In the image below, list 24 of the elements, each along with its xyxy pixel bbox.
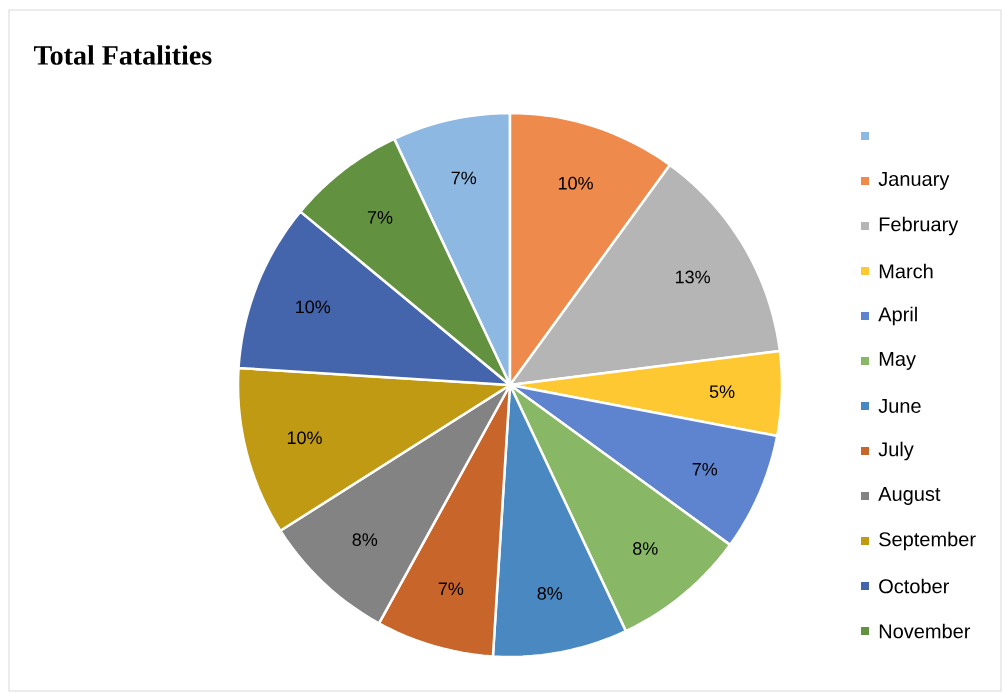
data-label: 10% [296, 300, 331, 314]
legend-label: March [879, 263, 933, 279]
data-label: 10% [287, 431, 322, 445]
data-label: 10% [558, 176, 593, 190]
legend-label: July [878, 441, 914, 461]
legend-label: April [878, 306, 917, 326]
legend-label: November [879, 623, 971, 639]
data-label: 8% [633, 542, 658, 555]
legend-label: January [878, 172, 950, 190]
legend-label: September [879, 531, 976, 551]
data-label: 7% [692, 462, 718, 476]
data-label: 7% [451, 171, 477, 185]
data-label: 7% [438, 582, 464, 596]
legend-label: October [879, 578, 950, 594]
data-label: 8% [537, 587, 563, 600]
chart-title: Total Fatalities [33, 45, 212, 65]
data-label: 13% [675, 270, 710, 284]
data-label: 5% [709, 385, 735, 398]
legend-label: May [879, 352, 916, 370]
legend-label: August [878, 487, 941, 505]
legend-label: June [878, 399, 921, 413]
data-label: 7% [367, 211, 393, 224]
data-label: 8% [352, 533, 378, 547]
legend-label: February [879, 216, 959, 236]
